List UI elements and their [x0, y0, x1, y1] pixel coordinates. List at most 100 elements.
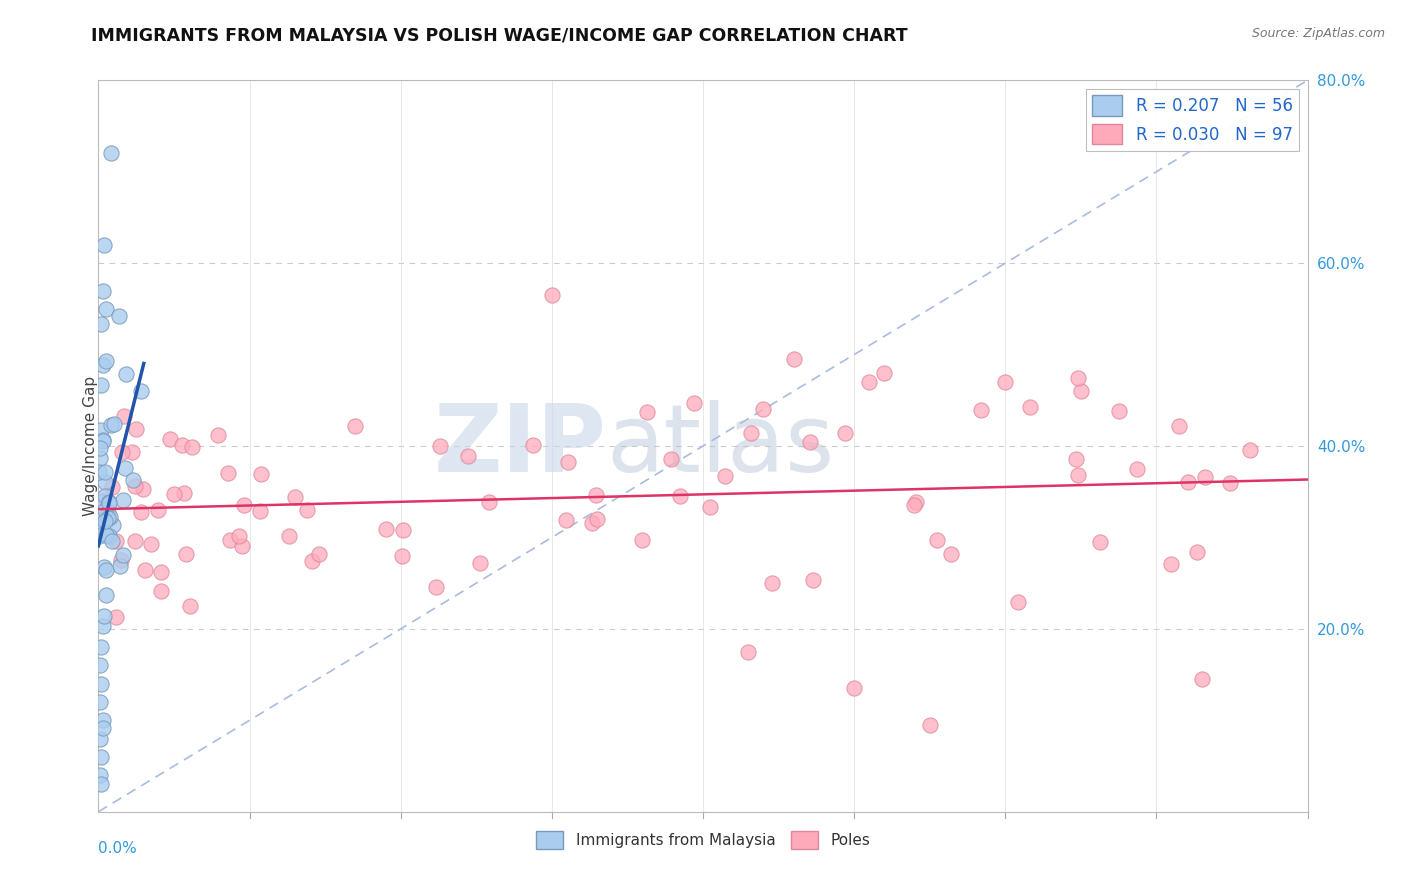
Point [557, 455, 579, 469]
Point [93, 608, 115, 623]
Point [103, 518, 125, 533]
Point [104, 610, 127, 624]
Point [391, 549, 413, 564]
Point [295, 502, 318, 516]
Point [103, 417, 125, 431]
Point [89, 768, 111, 782]
Point [159, 432, 181, 446]
Point [101, 534, 124, 549]
Point [87, 465, 110, 479]
Point [1067, 467, 1090, 482]
Point [129, 505, 152, 519]
Point [468, 556, 491, 570]
Point [93, 559, 115, 574]
Point [219, 533, 242, 548]
Point [585, 488, 607, 502]
Point [112, 409, 135, 424]
Point [98, 529, 121, 543]
Point [207, 428, 229, 442]
Point [834, 426, 856, 441]
Point [284, 490, 307, 504]
Point [844, 681, 866, 696]
Point [231, 539, 253, 553]
Point [1185, 545, 1208, 559]
Point [301, 554, 323, 568]
Point [799, 435, 821, 450]
Y-axis label: Wage/Income Gap: Wage/Income Gap [83, 376, 97, 516]
Point [90, 423, 112, 437]
Point [554, 513, 576, 527]
Point [114, 461, 136, 475]
Point [94, 489, 117, 503]
Point [100, 510, 122, 524]
Point [918, 718, 941, 732]
Point [108, 310, 131, 324]
Point [125, 422, 148, 436]
Point [1191, 672, 1213, 686]
Point [94, 466, 117, 480]
Point [669, 489, 692, 503]
Point [89, 513, 111, 527]
Point [994, 375, 1017, 389]
Point [232, 498, 254, 512]
Point [90, 777, 112, 791]
Point [478, 495, 501, 509]
Text: 0.0%: 0.0% [98, 841, 138, 856]
Point [90, 640, 112, 655]
Point [146, 503, 169, 517]
Point [925, 533, 948, 547]
Point [93, 721, 115, 735]
Point [873, 366, 896, 380]
Point [141, 536, 163, 550]
Point [1239, 443, 1261, 458]
Point [429, 439, 451, 453]
Point [94, 353, 117, 368]
Point [249, 467, 271, 481]
Point [111, 493, 134, 508]
Point [1194, 469, 1216, 483]
Point [905, 494, 928, 508]
Point [100, 418, 122, 433]
Point [163, 486, 186, 500]
Text: Source: ZipAtlas.com: Source: ZipAtlas.com [1251, 27, 1385, 40]
Point [858, 375, 880, 389]
Point [97, 510, 120, 524]
Point [970, 402, 993, 417]
Point [343, 418, 366, 433]
Point [425, 580, 447, 594]
Point [91, 284, 114, 298]
Point [522, 438, 544, 452]
Text: ZIP: ZIP [433, 400, 606, 492]
Point [110, 559, 132, 574]
Point [585, 512, 607, 526]
Point [1177, 475, 1199, 490]
Point [581, 516, 603, 531]
Point [1160, 558, 1182, 572]
Point [308, 547, 330, 561]
Point [1067, 371, 1090, 385]
Point [93, 619, 115, 633]
Point [540, 288, 562, 302]
Point [91, 434, 114, 448]
Point [1108, 404, 1130, 418]
Point [374, 522, 396, 536]
Point [94, 475, 117, 490]
Point [1219, 475, 1241, 490]
Point [111, 445, 134, 459]
Point [105, 534, 128, 549]
Point [94, 588, 117, 602]
Point [89, 528, 111, 542]
Point [714, 469, 737, 483]
Point [90, 676, 112, 690]
Point [91, 494, 114, 508]
Point [93, 433, 115, 447]
Point [278, 529, 301, 543]
Point [173, 485, 195, 500]
Point [699, 500, 721, 514]
Point [90, 317, 112, 331]
Point [903, 498, 925, 512]
Point [783, 352, 806, 367]
Point [124, 479, 146, 493]
Point [96, 563, 118, 577]
Point [124, 534, 146, 549]
